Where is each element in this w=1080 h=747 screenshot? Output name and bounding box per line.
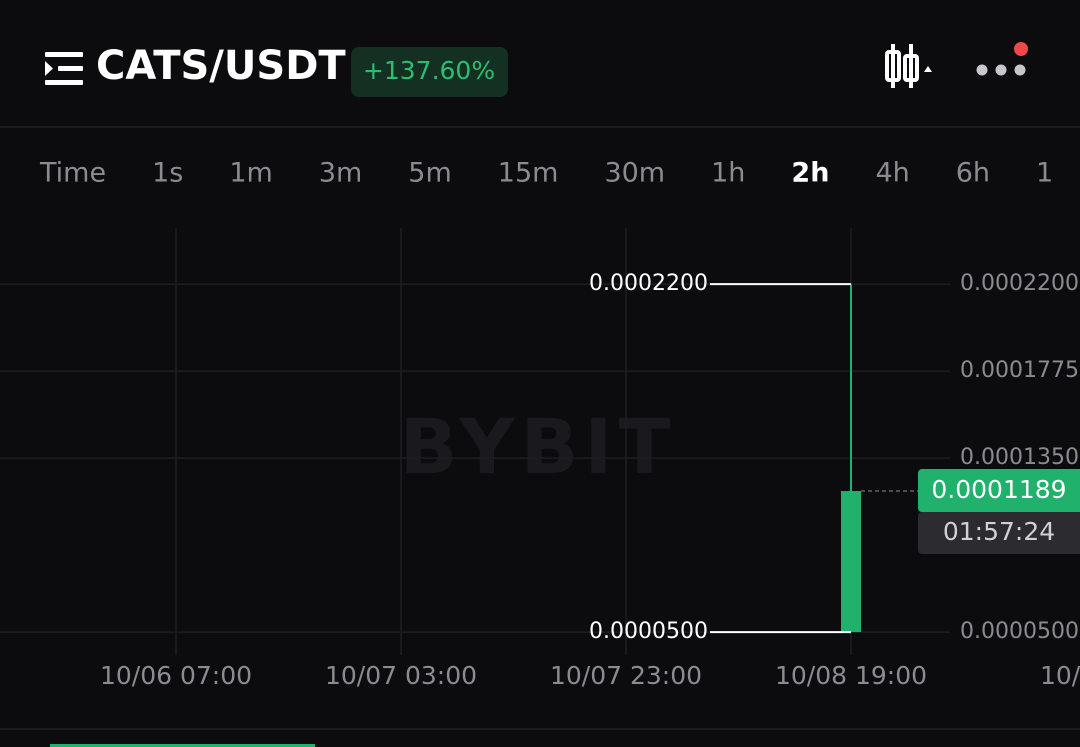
- change-badge: [351, 47, 508, 97]
- interval-tab[interactable]: 4h: [875, 158, 909, 189]
- interval-tab[interactable]: 30m: [604, 158, 665, 189]
- y-tick-label: 0.0000500: [960, 619, 1079, 644]
- pair-name[interactable]: CATS/USDT: [96, 43, 346, 89]
- interval-tab[interactable]: 1s: [152, 158, 183, 189]
- interval-tab[interactable]: 15m: [498, 158, 559, 189]
- x-tick-label: 10/08 19:00: [775, 661, 927, 690]
- interval-tabs: Time 1s 1m 3m 5m 15m 30m 1h 2h 4h 6h 1: [39, 158, 1053, 189]
- interval-tab[interactable]: 1: [1036, 158, 1053, 189]
- countdown: 01:57:24: [943, 517, 1055, 546]
- last-price: 0.0001189: [931, 475, 1066, 504]
- x-tick-label: 10/06 07:00: [100, 661, 252, 690]
- more-icon[interactable]: [976, 42, 1029, 76]
- low-label: 0.0000500: [589, 619, 708, 644]
- bottom-tab-indicator: [50, 744, 315, 747]
- chart: BYBIT 10/06 07:00 10/07 03:00 10/07 23:00 10…: [0, 228, 1080, 690]
- countdown-box: [918, 512, 1080, 555]
- interval-tab[interactable]: 1m: [229, 158, 272, 189]
- chart-type-icon[interactable]: [885, 44, 932, 88]
- menu-icon[interactable]: [45, 52, 83, 85]
- x-tick-label: 10/09: [1040, 661, 1080, 690]
- watermark: BYBIT: [400, 402, 677, 491]
- interval-tab[interactable]: 2h: [791, 158, 829, 189]
- x-tick-label: 10/07 03:00: [325, 661, 477, 690]
- change: +137.60%: [363, 56, 495, 85]
- interval-tab[interactable]: 5m: [408, 158, 451, 189]
- candle-body: [841, 491, 861, 633]
- y-tick-label: 0.0001775: [960, 358, 1079, 383]
- x-tick-label: 10/07 23:00: [550, 661, 702, 690]
- last-price-box: [918, 469, 1080, 513]
- high-label: 0.0002200: [589, 271, 708, 296]
- y-tick-label: 0.0002200: [960, 271, 1079, 296]
- interval-tab[interactable]: 1h: [711, 158, 745, 189]
- interval-tab[interactable]: Time: [39, 158, 106, 189]
- interval-tab[interactable]: 6h: [956, 158, 990, 189]
- interval-tab[interactable]: 3m: [319, 158, 362, 189]
- y-tick-label: 0.0001350: [960, 445, 1079, 470]
